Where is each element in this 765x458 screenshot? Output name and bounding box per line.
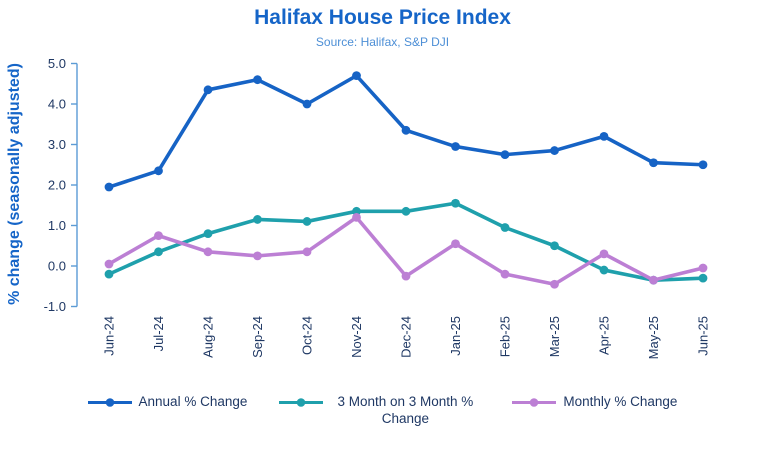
data-point — [649, 275, 658, 285]
x-tick-label: Jan-25 — [448, 316, 463, 356]
data-point — [104, 269, 114, 279]
data-point — [352, 71, 361, 81]
data-point — [253, 251, 262, 261]
data-point — [104, 259, 114, 269]
data-point — [154, 231, 163, 241]
data-point — [154, 247, 163, 257]
data-point — [401, 206, 411, 216]
data-point — [599, 265, 609, 275]
legend-item-monthly: Monthly % Change — [512, 393, 677, 410]
data-point — [698, 160, 708, 170]
data-point — [203, 229, 213, 239]
legend-label-annual: Annual % Change — [138, 394, 248, 409]
data-point — [401, 271, 411, 281]
plot-area: 5.0 4.0 3.0 2.0 1.0 0.0 -1.0 Jun-24 Jul-24 Aug-24… — [44, 56, 711, 359]
legend-item-three-month: 3 Month on 3 Month % Change — [279, 393, 480, 427]
y-tick-label: -1.0 — [44, 299, 66, 314]
x-tick-label: Aug-24 — [201, 316, 216, 358]
data-point — [203, 247, 213, 257]
chart-title: Halifax House Price Index — [254, 6, 511, 29]
data-point — [451, 198, 460, 208]
x-tick-label: Jun-24 — [102, 316, 117, 356]
data-point — [352, 206, 361, 216]
data-point — [550, 241, 559, 251]
data-point — [698, 273, 708, 283]
x-tick-label: Apr-25 — [597, 316, 612, 355]
data-point — [451, 239, 460, 249]
data-point — [302, 247, 312, 257]
data-point — [253, 215, 262, 224]
data-point — [302, 217, 312, 226]
x-tick-label: Jun-25 — [696, 316, 711, 356]
data-point — [649, 158, 658, 168]
x-tick-label: Feb-25 — [498, 316, 513, 357]
data-point — [154, 166, 163, 176]
data-point — [352, 213, 361, 222]
x-tick-label: Sep-24 — [250, 316, 265, 358]
legend-label-three-month: 3 Month on 3 Month % Change — [337, 394, 474, 426]
data-point — [599, 132, 609, 141]
data-point — [500, 223, 510, 232]
data-point — [698, 263, 708, 273]
y-tick-label: 4.0 — [48, 97, 66, 112]
data-point — [500, 150, 510, 160]
legend-label-monthly: Monthly % Change — [563, 394, 678, 409]
data-point — [550, 279, 559, 289]
y-tick-label: 5.0 — [48, 56, 66, 71]
x-tick-label: Oct-24 — [300, 316, 315, 355]
legend-marker-three-month-icon — [279, 398, 324, 407]
legend-marker-annual-icon — [87, 398, 132, 407]
x-tick-label: Mar-25 — [547, 316, 562, 357]
y-tick-label: 2.0 — [48, 178, 66, 193]
legend-item-annual: Annual % Change — [87, 393, 248, 410]
data-point — [401, 125, 411, 135]
y-tick-label: 1.0 — [48, 218, 66, 233]
data-point — [253, 75, 262, 85]
x-tick-label: Jul-24 — [151, 316, 166, 351]
y-tick-label: 0.0 — [48, 259, 66, 274]
x-tick-label: May-25 — [646, 316, 661, 359]
data-point — [451, 142, 460, 151]
chart-subtitle: Source: Halifax, S&P DJI — [315, 35, 450, 49]
x-tick-label: Nov-24 — [349, 316, 364, 358]
data-point — [550, 146, 559, 155]
data-point — [203, 85, 213, 95]
data-point — [599, 249, 609, 259]
x-tick-label: Dec-24 — [399, 316, 414, 358]
data-point — [302, 99, 312, 109]
y-tick-label: 3.0 — [48, 137, 66, 152]
legend-marker-monthly-icon — [512, 398, 557, 407]
data-point — [500, 269, 510, 279]
legend: Annual % Change 3 Month on 3 Month % Cha… — [0, 393, 765, 427]
data-point — [104, 182, 114, 192]
